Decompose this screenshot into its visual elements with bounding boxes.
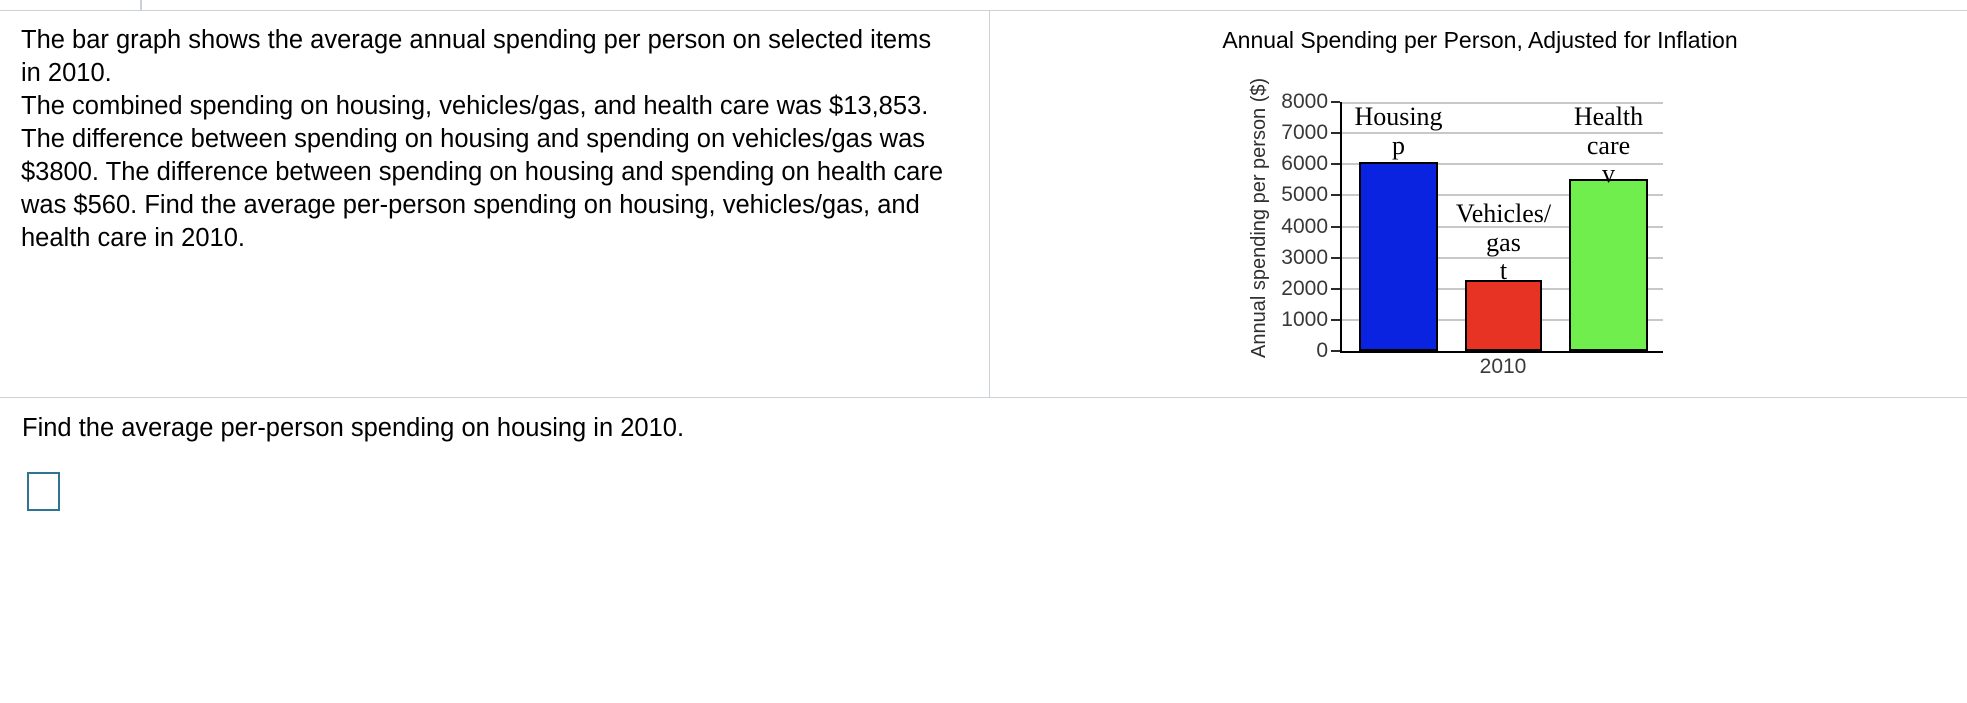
bar-label-vehicles-gas: Vehicles/ gas t <box>1455 199 1552 285</box>
gridline-5000 <box>1342 194 1663 196</box>
problem-statement: The bar graph shows the average annual s… <box>21 24 981 255</box>
y-tick-8000 <box>1331 101 1340 103</box>
y-tick-label-3000: 3000 <box>1281 246 1328 269</box>
bar-health-care <box>1569 179 1648 351</box>
y-tick-5000 <box>1331 194 1340 196</box>
bar-housing <box>1359 162 1438 351</box>
question-text: Find the average per-person spending on … <box>22 414 685 442</box>
y-tick-label-6000: 6000 <box>1281 152 1328 175</box>
plot-area: Housing p Vehicles/ gas t Health care v <box>1342 102 1663 351</box>
y-tick-label-7000: 7000 <box>1281 121 1328 144</box>
y-tick-label-1000: 1000 <box>1281 308 1328 331</box>
y-tick-0 <box>1331 350 1340 352</box>
chart-y-axis-line <box>1340 102 1342 353</box>
y-tick-4000 <box>1331 226 1340 228</box>
panel-divider <box>989 11 990 397</box>
y-tick-label-8000: 8000 <box>1281 90 1328 113</box>
chart-x-group-label: 2010 <box>1479 355 1527 378</box>
gridline-6000 <box>1342 163 1663 165</box>
answer-input[interactable] <box>27 472 60 511</box>
problem-paragraph-1: The bar graph shows the average annual s… <box>21 26 932 87</box>
y-tick-6000 <box>1331 163 1340 165</box>
y-tick-label-5000: 5000 <box>1281 183 1328 206</box>
chart-title: Annual Spending per Person, Adjusted for… <box>1222 27 1738 53</box>
bar-label-housing: Housing p <box>1354 102 1443 160</box>
y-tick-3000 <box>1331 257 1340 259</box>
top-divider-stub <box>140 0 142 10</box>
gridline-3000 <box>1342 257 1663 259</box>
y-tick-2000 <box>1331 288 1340 290</box>
y-tick-1000 <box>1331 319 1340 321</box>
problem-paragraph-2: The combined spending on housing, vehicl… <box>21 92 944 252</box>
y-tick-7000 <box>1331 132 1340 134</box>
chart-x-axis-line <box>1340 351 1663 353</box>
y-tick-label-2000: 2000 <box>1281 277 1328 300</box>
gridline-4000 <box>1342 226 1663 228</box>
question-divider <box>0 397 1967 398</box>
bar-vehicles-gas <box>1465 280 1542 351</box>
gridline-7000 <box>1342 132 1663 134</box>
gridline-8000 <box>1342 102 1663 104</box>
y-tick-label-0: 0 <box>1316 339 1328 362</box>
y-tick-label-4000: 4000 <box>1281 215 1328 238</box>
bar-label-health-care: Health care v <box>1573 102 1644 188</box>
top-divider <box>0 10 1967 11</box>
